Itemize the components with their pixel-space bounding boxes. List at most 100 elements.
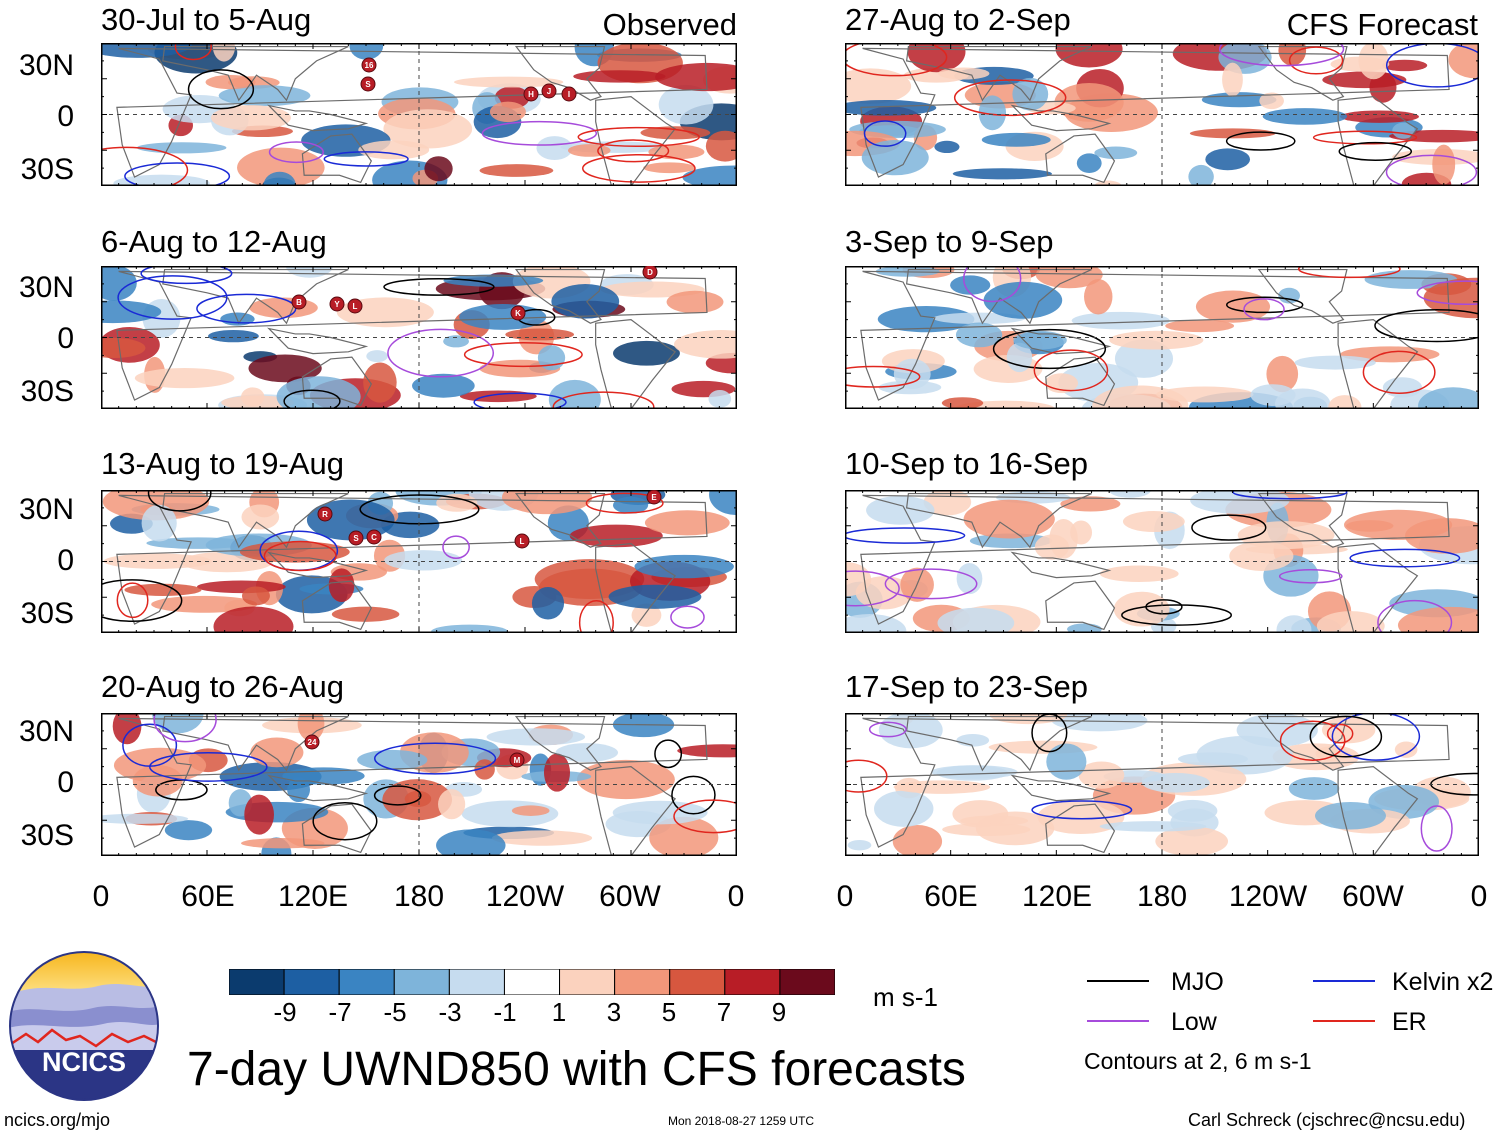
map-panel-fc-2 [845, 266, 1479, 409]
ncics-logo: NCICS [9, 951, 159, 1101]
colorbar-swatch [229, 969, 285, 995]
lat-label-0: 0 [57, 322, 74, 355]
axis-ticks [101, 713, 737, 856]
legend-contours-note: Contours at 2, 6 m s-1 [1084, 1048, 1312, 1074]
map-panel-fc-4 [845, 713, 1479, 856]
logo-text: NCICS [42, 1047, 126, 1077]
storm-marker: S [348, 530, 364, 546]
wind-anomaly-shading [101, 713, 737, 856]
panel-title-obs-4: 20-Aug to 26-Aug [101, 669, 345, 704]
colorbar-swatch [503, 969, 561, 995]
storm-marker: H [523, 86, 539, 102]
coastlines [116, 715, 708, 856]
svg-text:S: S [353, 534, 359, 543]
coastlines [860, 492, 1450, 633]
colorbar-label: 7 [716, 997, 732, 1027]
storm-marker: Y [329, 296, 345, 312]
map-panel-obs-2: B Y L K D [101, 266, 737, 409]
legend-label-low: Low [1171, 1008, 1217, 1036]
colorbar-units: m s-1 [873, 982, 938, 1012]
panel-title-obs-3: 13-Aug to 19-Aug [101, 446, 345, 481]
lon-label-60e: 60E [924, 880, 978, 913]
colorbar-swatch [669, 969, 726, 995]
storm-marker: C [366, 529, 382, 545]
colorbar-swatch [614, 969, 671, 995]
lat-label-30s: 30S [20, 153, 74, 186]
legend-swatch-er [1313, 1020, 1375, 1022]
panel-tag-observed: Observed [602, 7, 737, 42]
svg-text:L: L [520, 537, 525, 546]
colorbar-swatch [448, 969, 505, 995]
axis-ticks [101, 43, 737, 186]
footer-timestamp: Mon 2018-08-27 1259 UTC [668, 1114, 815, 1128]
lon-label-120w: 120W [1228, 880, 1308, 913]
lon-label-60w: 60W [599, 880, 661, 913]
svg-text:K: K [515, 309, 521, 318]
contour-lines [117, 266, 655, 409]
legend-label-er: ER [1392, 1008, 1427, 1036]
colorbar-label: 1 [551, 997, 567, 1027]
lon-label-120e: 120E [277, 880, 349, 913]
contour-lines [845, 490, 1461, 633]
colorbar-swatch [559, 969, 616, 995]
lat-label-0: 0 [57, 100, 74, 133]
legend-swatch-kelvin [1313, 980, 1375, 982]
contour-lines [845, 266, 1479, 394]
colorbar [229, 969, 835, 995]
lon-label-180: 180 [393, 880, 445, 913]
map-panel-fc-3 [845, 490, 1479, 633]
axis-ticks [845, 43, 1479, 186]
contour-lines [845, 713, 1479, 852]
colorbar-label: -9 [273, 997, 297, 1027]
axis-ticks [845, 713, 1479, 856]
svg-text:J: J [547, 87, 551, 96]
coastlines [860, 715, 1450, 856]
storm-marker: J [541, 83, 557, 99]
svg-text:16: 16 [365, 61, 374, 70]
storm-marker: 24 [304, 734, 320, 750]
colorbar-label: 9 [771, 997, 787, 1027]
svg-text:L: L [353, 302, 358, 311]
colorbar-label: 5 [661, 997, 677, 1027]
storm-marker: S [360, 76, 376, 92]
storm-marker: B [291, 294, 307, 310]
svg-text:24: 24 [308, 738, 317, 747]
lat-label-30s: 30S [20, 375, 74, 408]
wind-anomaly-shading [875, 266, 1479, 409]
footer-credit[interactable]: Carl Schreck (cjschrec@ncsu.edu) [1188, 1110, 1466, 1130]
colorbar-swatch [779, 969, 835, 995]
lon-label-60w: 60W [1342, 880, 1404, 913]
svg-text:Y: Y [334, 300, 340, 309]
svg-text:E: E [651, 493, 657, 502]
storm-marker: I [561, 86, 577, 102]
legend-swatch-low [1087, 1020, 1149, 1022]
lat-label-30n: 30N [18, 493, 74, 526]
storm-marker: E [646, 490, 662, 505]
axis-ticks [101, 266, 737, 409]
svg-text:D: D [647, 268, 653, 277]
legend-label-mjo: MJO [1171, 968, 1224, 996]
svg-text:C: C [371, 533, 377, 542]
storm-marker: L [347, 298, 363, 314]
colorbar-label: -5 [383, 997, 407, 1027]
wind-anomaly-shading [101, 43, 737, 186]
lat-label-0: 0 [57, 766, 74, 799]
panel-title-fc-1: 27-Aug to 2-Sep [845, 2, 1071, 37]
lat-label-0: 0 [57, 544, 74, 577]
lon-label-60e: 60E [181, 880, 235, 913]
svg-text:H: H [528, 90, 534, 99]
panel-title-obs-1: 30-Jul to 5-Aug [101, 2, 312, 37]
colorbar-swatch [393, 969, 450, 995]
lat-label-30n: 30N [18, 49, 74, 82]
map-panel-fc-1 [845, 43, 1479, 186]
panel-title-fc-2: 3-Sep to 9-Sep [845, 224, 1054, 259]
panel-title-obs-2: 6-Aug to 12-Aug [101, 224, 327, 259]
contour-lines [101, 43, 700, 186]
footer-url[interactable]: ncics.org/mjo [4, 1110, 111, 1130]
storm-marker: D [642, 266, 658, 280]
svg-text:M: M [514, 756, 521, 765]
lat-label-30n: 30N [18, 715, 74, 748]
map-panel-obs-3: R S C L E [101, 490, 737, 633]
coastlines [116, 492, 708, 633]
axis-ticks [845, 490, 1479, 633]
